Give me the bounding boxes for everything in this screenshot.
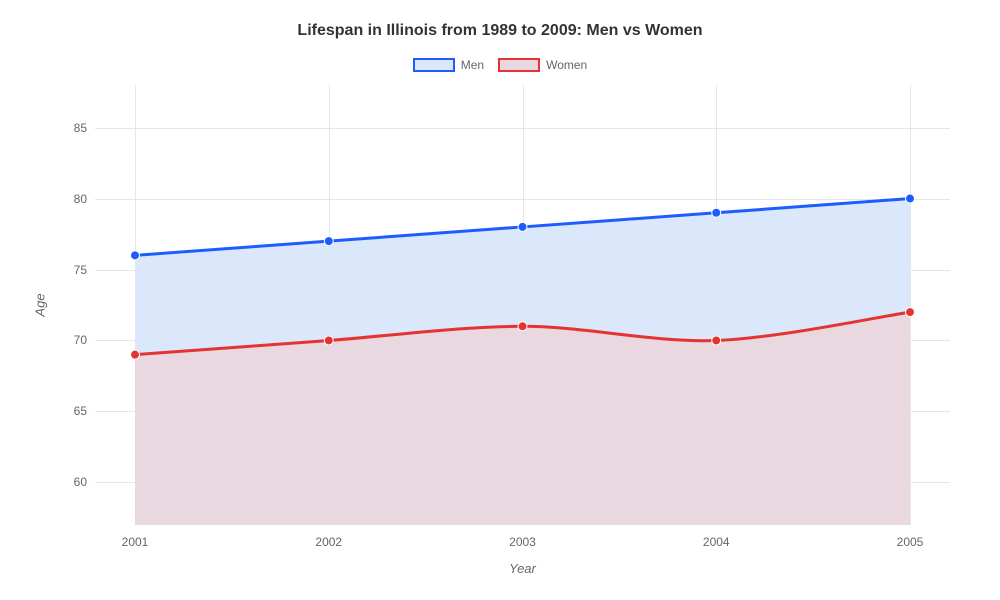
y-axis-label: Age (33, 293, 48, 316)
data-point-women[interactable] (131, 350, 140, 359)
x-tick-label: 2004 (703, 535, 730, 549)
data-point-women[interactable] (324, 336, 333, 345)
y-tick-label: 80 (65, 192, 87, 206)
x-tick-label: 2005 (897, 535, 924, 549)
legend-item-men[interactable]: Men (413, 58, 484, 72)
data-point-men[interactable] (324, 237, 333, 246)
y-tick-label: 70 (65, 333, 87, 347)
data-point-women[interactable] (906, 308, 915, 317)
chart-title: Lifespan in Illinois from 1989 to 2009: … (0, 22, 1000, 40)
legend: Men Women (0, 58, 1000, 72)
legend-label-women: Women (546, 58, 587, 72)
y-tick-label: 65 (65, 404, 87, 418)
x-axis-label: Year (509, 561, 536, 576)
data-point-women[interactable] (518, 322, 527, 331)
plot-area: 20012002200320042005606570758085YearAge (95, 85, 950, 525)
y-tick-label: 60 (65, 475, 87, 489)
y-tick-label: 75 (65, 263, 87, 277)
chart-svg (95, 85, 950, 525)
legend-label-men: Men (461, 58, 484, 72)
legend-swatch-men (413, 58, 455, 72)
data-point-men[interactable] (131, 251, 140, 260)
x-tick-label: 2002 (315, 535, 342, 549)
data-point-women[interactable] (712, 336, 721, 345)
x-tick-label: 2003 (509, 535, 536, 549)
data-point-men[interactable] (906, 194, 915, 203)
legend-item-women[interactable]: Women (498, 58, 587, 72)
data-point-men[interactable] (518, 222, 527, 231)
y-tick-label: 85 (65, 121, 87, 135)
legend-swatch-women (498, 58, 540, 72)
x-tick-label: 2001 (122, 535, 149, 549)
data-point-men[interactable] (712, 208, 721, 217)
